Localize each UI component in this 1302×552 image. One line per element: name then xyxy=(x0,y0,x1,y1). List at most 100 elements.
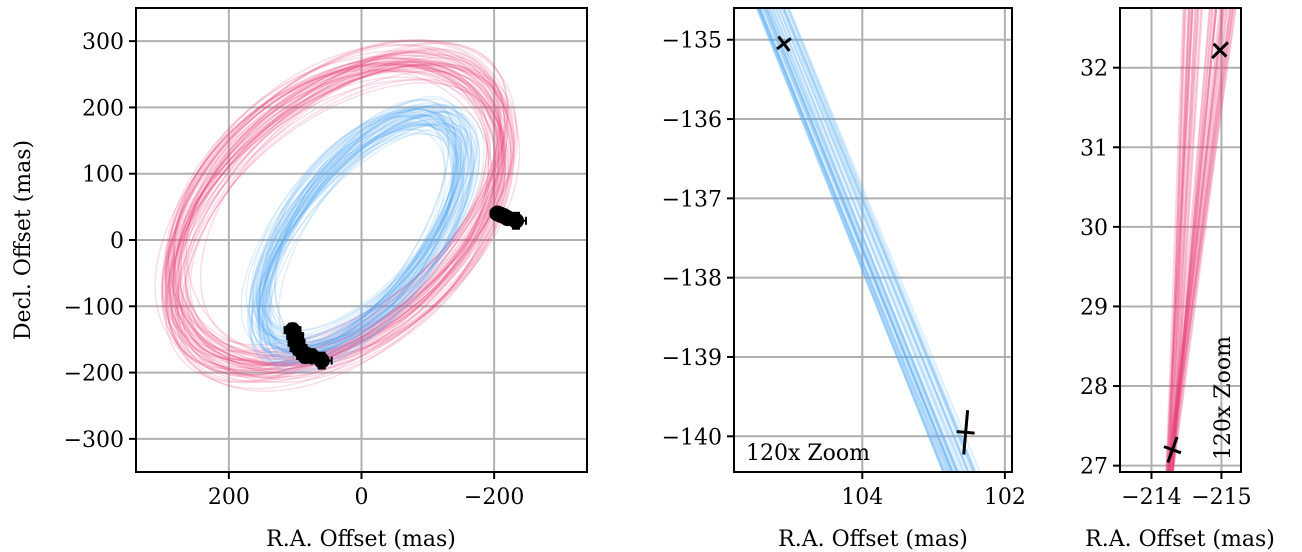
orbit-track xyxy=(250,124,474,358)
orbit-track xyxy=(185,67,506,365)
orbit-track xyxy=(256,108,457,364)
plot-area xyxy=(154,38,527,392)
orbit-track xyxy=(245,115,463,338)
orbit-track xyxy=(764,8,956,472)
orbit-track xyxy=(1165,8,1232,472)
orbit-track xyxy=(180,66,503,350)
orbit-track xyxy=(1167,8,1227,472)
orbit-track xyxy=(1168,8,1186,472)
orbit-bundle-blue xyxy=(240,95,486,374)
orbit-track xyxy=(258,120,472,355)
orbit-track xyxy=(181,56,509,379)
y-tick-label: −100 xyxy=(64,295,124,320)
orbit-track xyxy=(758,8,947,472)
plot-area xyxy=(755,8,981,472)
orbit-track xyxy=(269,95,463,358)
orbit-track xyxy=(756,8,950,472)
orbit-track xyxy=(757,8,952,472)
orbit-band-blue xyxy=(755,8,981,472)
orbit-track xyxy=(261,117,463,351)
orbit-track xyxy=(755,8,945,472)
orbit-track xyxy=(189,78,503,356)
orbit-track xyxy=(172,51,514,377)
orbit-track xyxy=(164,57,504,379)
orbit-track xyxy=(762,8,955,472)
orbit-track xyxy=(1168,8,1199,472)
panel-zoom-red: −214 −215 27 28 29 30 31 32 120x Zoom R.A. Offs… xyxy=(1080,7,1275,552)
orbit-track xyxy=(762,8,953,472)
orbit-track xyxy=(164,50,501,368)
orbit-track xyxy=(264,113,475,365)
y-tick-label: −135 xyxy=(662,29,722,54)
orbit-track xyxy=(277,121,458,353)
y-tick-label: 27 xyxy=(1080,455,1108,480)
orbit-track xyxy=(263,98,458,356)
orbit-track xyxy=(257,108,455,374)
orbit-track xyxy=(258,108,450,362)
orbit-track xyxy=(165,41,509,371)
orbit-track xyxy=(1165,8,1194,472)
orbit-track xyxy=(771,8,965,472)
axes-frame xyxy=(135,7,588,473)
orbit-track xyxy=(1171,8,1200,472)
orbit-track xyxy=(1168,8,1193,472)
orbit-track xyxy=(168,52,521,373)
x-tick-label: −214 xyxy=(1121,485,1181,510)
orbit-track xyxy=(1171,8,1202,472)
error-minor-axis xyxy=(956,430,975,435)
orbit-track xyxy=(1168,8,1216,472)
orbit-track xyxy=(249,110,467,364)
orbit-track xyxy=(166,54,504,367)
orbit-track xyxy=(164,38,515,392)
y-tick-label: 32 xyxy=(1080,57,1108,82)
astrometry-marker xyxy=(1211,41,1229,60)
orbit-track xyxy=(264,115,454,343)
orbit-track xyxy=(259,132,454,332)
orbit-track xyxy=(763,8,958,472)
y-tick-label: −139 xyxy=(662,346,722,371)
orbit-track xyxy=(177,54,515,380)
y-axis-title: Decl. Offset (mas) xyxy=(11,140,36,340)
orbit-track xyxy=(1168,8,1228,472)
orbit-track xyxy=(766,8,959,472)
orbit-track xyxy=(755,8,945,472)
orbit-track xyxy=(765,8,952,472)
orbit-track xyxy=(775,8,962,472)
y-tick-label: −200 xyxy=(64,362,124,387)
orbit-track xyxy=(782,8,973,472)
orbit-track xyxy=(1169,8,1200,472)
orbit-track xyxy=(185,62,506,360)
x-axis-title: R.A. Offset (mas) xyxy=(1085,527,1275,552)
orbit-track xyxy=(1165,8,1190,472)
orbit-track xyxy=(780,8,971,472)
orbit-track xyxy=(169,70,502,360)
orbit-track xyxy=(173,70,491,346)
orbit-track xyxy=(1171,8,1218,472)
orbit-track xyxy=(760,8,954,472)
grid-lines xyxy=(1120,8,1241,472)
orbit-track xyxy=(774,8,967,472)
y-tick-label: 100 xyxy=(82,163,124,188)
y-tick-label: 29 xyxy=(1080,295,1108,320)
orbit-track xyxy=(172,44,504,371)
orbit-track xyxy=(258,106,481,348)
orbit-track xyxy=(262,123,466,337)
orbit-track xyxy=(199,65,489,353)
orbit-track xyxy=(249,104,467,360)
x-tick-label: 104 xyxy=(841,485,883,510)
orbit-track xyxy=(274,121,465,350)
orbit-track xyxy=(1170,8,1223,472)
orbit-track xyxy=(265,123,474,351)
axes-frame xyxy=(733,7,1013,473)
orbit-track xyxy=(1171,8,1214,472)
orbit-track xyxy=(248,103,486,358)
x-axis-title: R.A. Offset (mas) xyxy=(266,527,456,552)
orbit-track xyxy=(1171,8,1197,472)
orbit-track xyxy=(252,122,471,348)
orbit-track xyxy=(777,8,970,472)
tick-marks: −214 −215 27 28 29 30 31 32 xyxy=(1080,57,1252,510)
orbit-track xyxy=(172,57,498,366)
orbit-track xyxy=(179,68,500,374)
grid-lines xyxy=(734,8,1012,472)
orbit-track xyxy=(257,110,479,351)
